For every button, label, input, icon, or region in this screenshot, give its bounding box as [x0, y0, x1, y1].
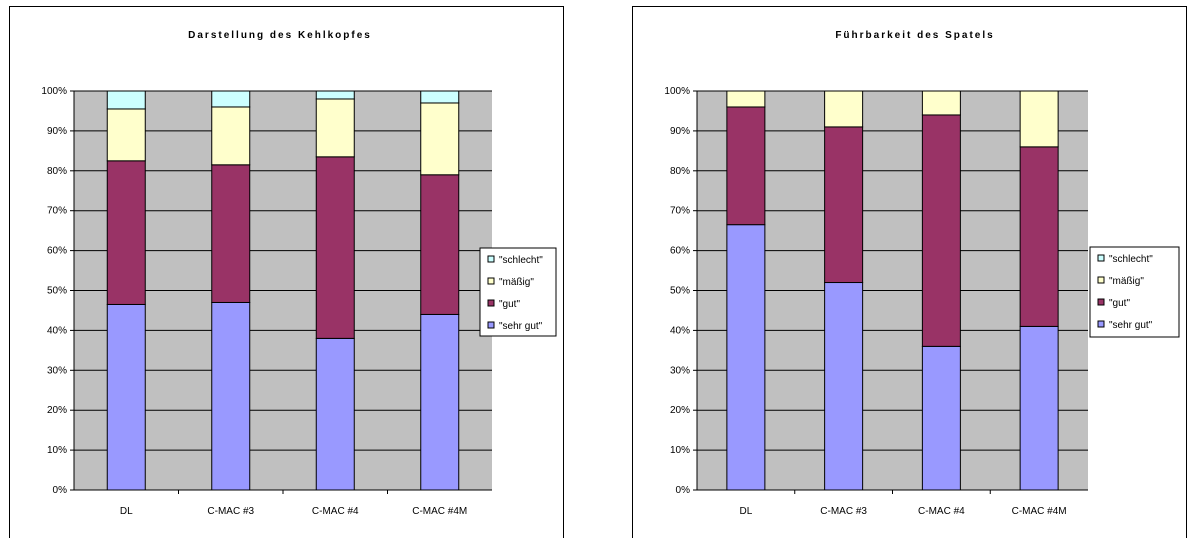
legend-label: "sehr gut" [1109, 320, 1153, 331]
y-tick-label: 80% [47, 166, 67, 177]
bar-segment [315, 98, 355, 158]
x-tick-label: DL [739, 506, 752, 517]
x-tick-label: C-MAC #4M [412, 506, 467, 517]
y-tick-label: 100% [41, 86, 67, 97]
y-tick-label: 50% [670, 286, 690, 297]
chart-svg-left: Darstellung des Kehlkopfes 0% 10% 20% 30% 40%… [41, 30, 557, 517]
legend-label: "schlecht" [1109, 254, 1153, 265]
legend-swatch [1097, 298, 1105, 306]
legend-label: "gut" [499, 299, 520, 310]
legend-label: "mäßig" [1109, 276, 1144, 287]
legend-label: "schlecht" [499, 255, 543, 266]
bar-segment [1019, 325, 1059, 491]
legend-swatch [487, 255, 495, 263]
y-tick-label: 10% [670, 445, 690, 456]
y-tick-label: 60% [47, 246, 67, 257]
legend-swatch [487, 321, 495, 329]
chart-panel-right: Führbarkeit des Spatels 0% 10% 20% 30% 40% 50%… [632, 6, 1187, 538]
bar-segment [1019, 90, 1059, 148]
legend-label: "mäßig" [499, 277, 534, 288]
legend-box [1089, 246, 1180, 338]
y-tick-label: 90% [670, 126, 690, 137]
y-tick-label: 70% [670, 206, 690, 217]
bar-segment [824, 126, 864, 284]
y-tick-label: 60% [670, 246, 690, 257]
bar-segment [1019, 146, 1059, 327]
chart-svg-right: Führbarkeit des Spatels 0% 10% 20% 30% 40% 50%… [664, 30, 1180, 517]
y-tick-label: 0% [676, 485, 691, 496]
legend-swatch [1097, 254, 1105, 262]
bar-segment [420, 174, 460, 315]
y-tick-label: 20% [47, 405, 67, 416]
bar-segment [315, 90, 355, 100]
bar-segment [315, 156, 355, 339]
bar-segment [921, 345, 961, 491]
y-tick-label: 10% [47, 445, 67, 456]
bar-segment [824, 90, 864, 128]
x-tick-label: C-MAC #3 [820, 506, 867, 517]
legend-label: "sehr gut" [499, 321, 543, 332]
bar-segment [106, 160, 146, 305]
bar-segment [106, 108, 146, 162]
y-tick-label: 20% [670, 405, 690, 416]
y-tick-label: 70% [47, 206, 67, 217]
bar-segment [921, 114, 961, 347]
x-tick-label: C-MAC #3 [207, 506, 254, 517]
legend-box [479, 247, 557, 337]
y-tick-label: 30% [47, 365, 67, 376]
chart-title: Darstellung des Kehlkopfes [188, 30, 372, 41]
x-tick-label: C-MAC #4M [1012, 506, 1067, 517]
chart-title: Führbarkeit des Spatels [835, 30, 994, 41]
bar-segment [420, 102, 460, 176]
bar-segment [211, 164, 251, 303]
y-tick-label: 100% [664, 86, 690, 97]
bar-segment [106, 90, 146, 110]
chart-panel-left: Darstellung des Kehlkopfes 0% 10% 20% 30% 40%… [9, 6, 564, 538]
bar-segment [726, 106, 766, 226]
bar-segment [726, 90, 766, 108]
x-tick-label: C-MAC #4 [312, 506, 359, 517]
bar-segment [420, 90, 460, 104]
y-tick-label: 50% [47, 286, 67, 297]
bar-segment [106, 303, 146, 491]
y-tick-label: 0% [53, 485, 68, 496]
bar-segment [921, 90, 961, 116]
bar-segment [211, 301, 251, 491]
bar-segment [211, 106, 251, 166]
bar-segment [726, 224, 766, 491]
legend-label: "gut" [1109, 298, 1130, 309]
x-tick-label: C-MAC #4 [918, 506, 965, 517]
bar-segment [315, 337, 355, 491]
y-tick-label: 40% [670, 325, 690, 336]
y-tick-label: 30% [670, 365, 690, 376]
bar-segment [420, 313, 460, 491]
y-tick-label: 80% [670, 166, 690, 177]
x-tick-label: DL [120, 506, 133, 517]
y-tick-label: 90% [47, 126, 67, 137]
y-tick-label: 40% [47, 325, 67, 336]
legend-swatch [487, 299, 495, 307]
legend-swatch [1097, 276, 1105, 284]
legend-swatch [1097, 320, 1105, 328]
bar-segment [211, 90, 251, 108]
legend-swatch [487, 277, 495, 285]
bar-segment [824, 282, 864, 491]
